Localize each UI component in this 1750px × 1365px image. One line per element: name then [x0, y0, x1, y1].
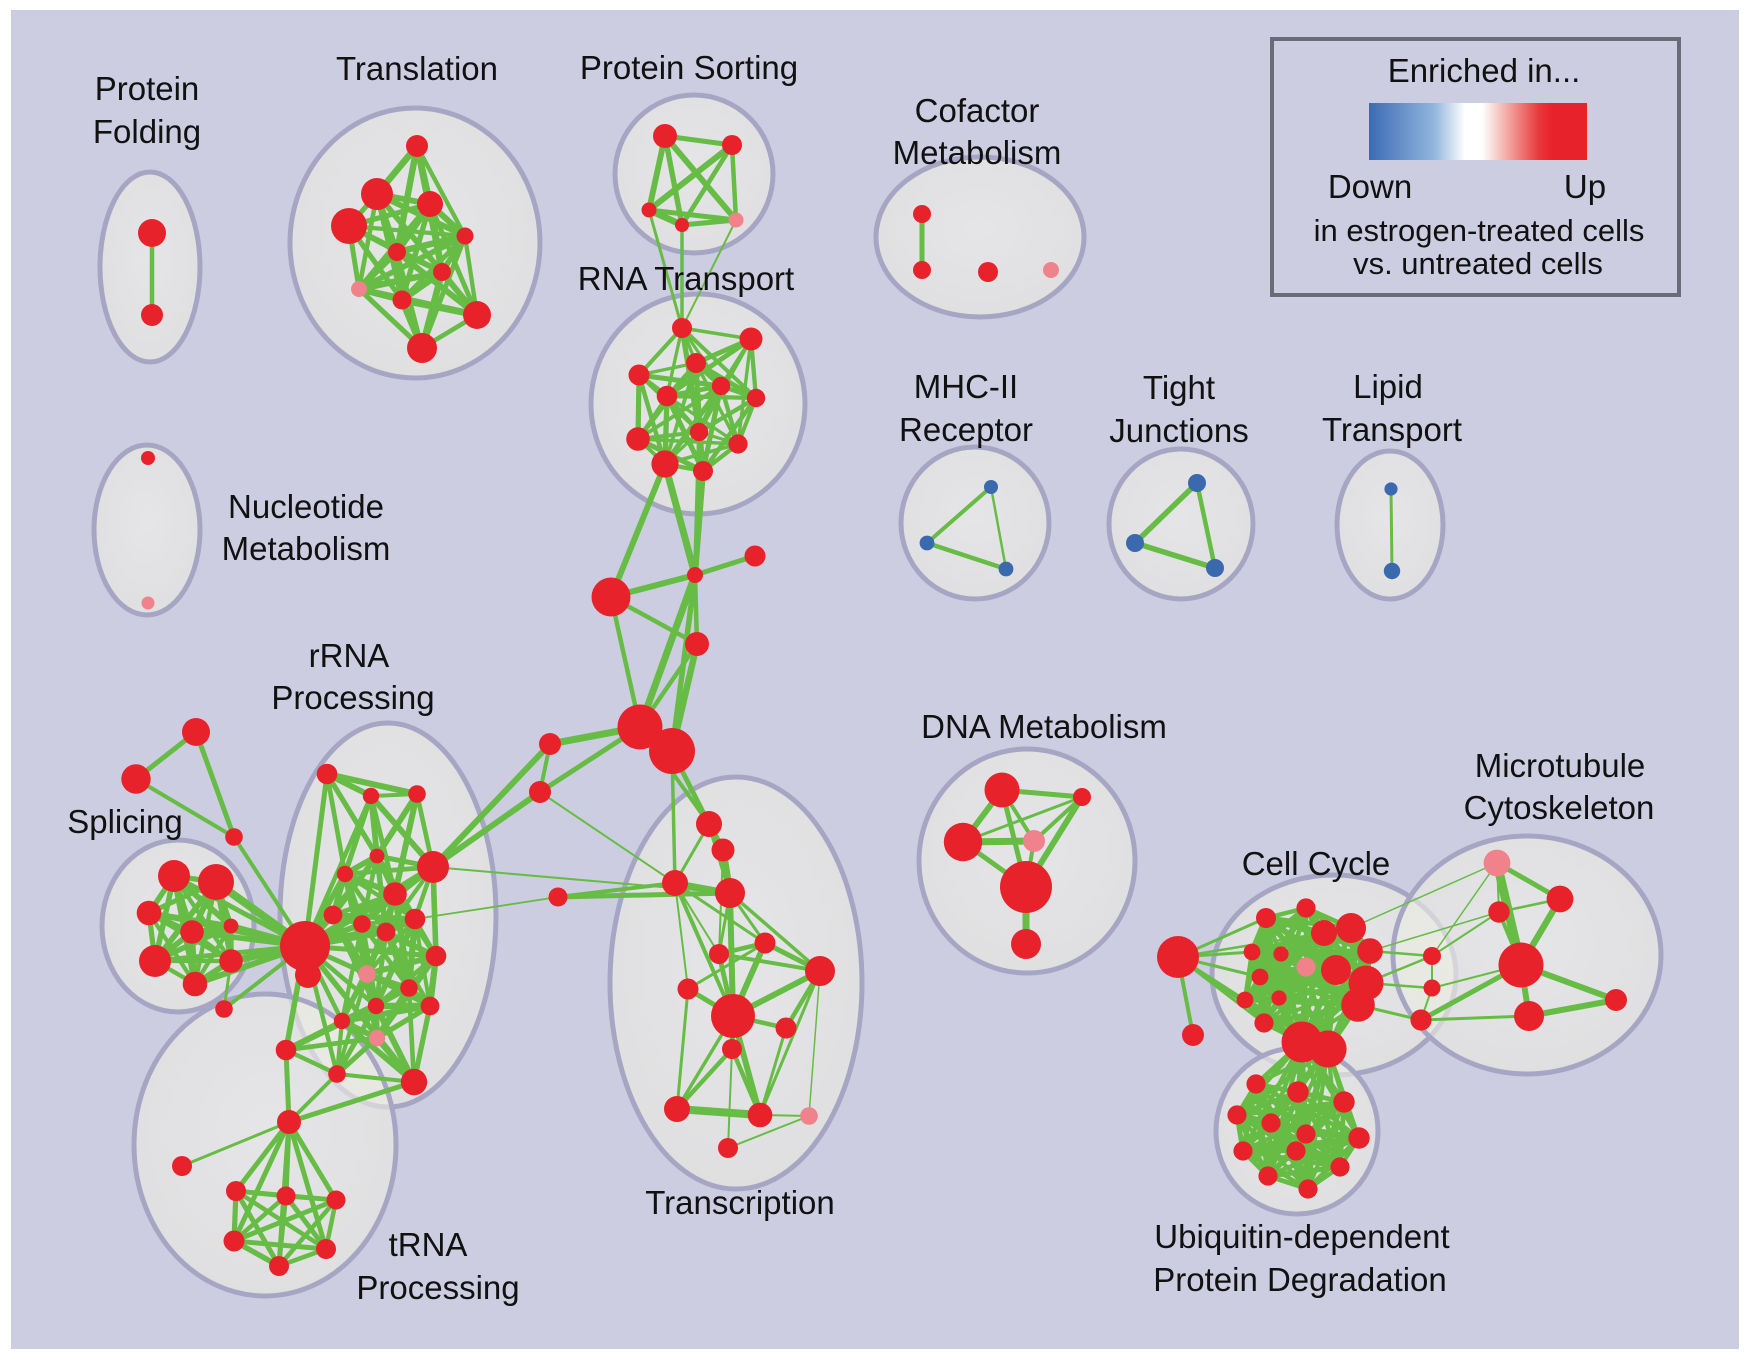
- svg-text:Transcription: Transcription: [645, 1184, 835, 1221]
- svg-text:Metabolism: Metabolism: [893, 134, 1062, 171]
- svg-text:Protein Sorting: Protein Sorting: [580, 49, 798, 86]
- svg-text:Lipid: Lipid: [1353, 368, 1423, 405]
- svg-text:Protein Degradation: Protein Degradation: [1153, 1261, 1447, 1298]
- svg-text:Cell Cycle: Cell Cycle: [1242, 845, 1391, 882]
- svg-text:MHC-II: MHC-II: [914, 368, 1018, 405]
- svg-text:Folding: Folding: [93, 113, 201, 150]
- svg-text:Enriched in...: Enriched in...: [1388, 52, 1581, 89]
- svg-text:tRNA: tRNA: [389, 1226, 468, 1263]
- svg-text:Metabolism: Metabolism: [222, 530, 391, 567]
- svg-text:Down: Down: [1328, 168, 1412, 205]
- svg-text:rRNA: rRNA: [309, 637, 390, 674]
- svg-text:in estrogen-treated cells: in estrogen-treated cells: [1314, 213, 1645, 248]
- svg-text:Processing: Processing: [356, 1269, 519, 1306]
- svg-text:Nucleotide: Nucleotide: [228, 488, 384, 525]
- svg-text:Ubiquitin-dependent: Ubiquitin-dependent: [1154, 1218, 1449, 1255]
- svg-text:RNA Transport: RNA Transport: [578, 260, 794, 297]
- svg-text:Translation: Translation: [336, 50, 498, 87]
- svg-text:DNA Metabolism: DNA Metabolism: [921, 708, 1167, 745]
- svg-text:vs. untreated cells: vs. untreated cells: [1353, 246, 1603, 281]
- svg-text:Splicing: Splicing: [67, 803, 183, 840]
- svg-text:Transport: Transport: [1322, 411, 1462, 448]
- svg-text:Cytoskeleton: Cytoskeleton: [1464, 789, 1655, 826]
- svg-text:Receptor: Receptor: [899, 411, 1033, 448]
- svg-text:Processing: Processing: [271, 679, 434, 716]
- svg-text:Cofactor: Cofactor: [915, 92, 1040, 129]
- svg-text:Protein: Protein: [95, 70, 200, 107]
- svg-text:Microtubule: Microtubule: [1475, 747, 1646, 784]
- svg-text:Tight: Tight: [1143, 369, 1215, 406]
- svg-text:Up: Up: [1564, 168, 1606, 205]
- svg-text:Junctions: Junctions: [1109, 412, 1248, 449]
